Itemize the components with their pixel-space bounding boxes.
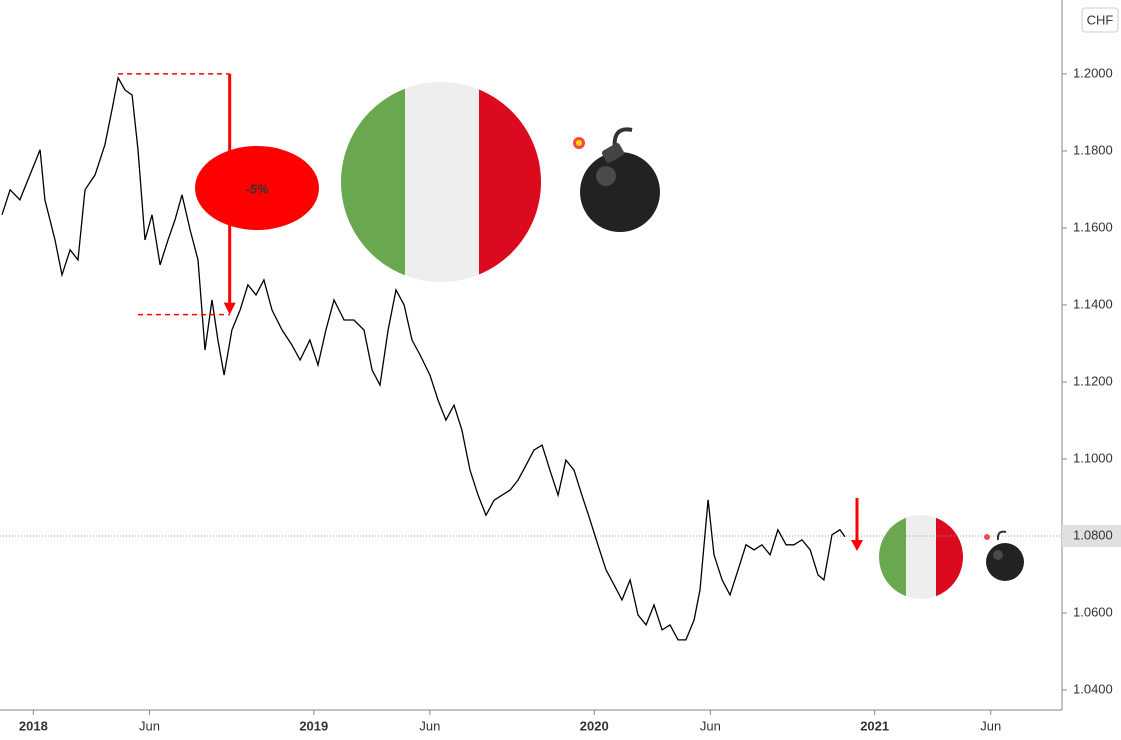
- y-tick-label: 1.1800: [1073, 142, 1113, 157]
- drop-badge: [195, 146, 319, 230]
- drop-arrow-head: [223, 302, 236, 315]
- italy-flag-small: [879, 515, 963, 599]
- bomb-icon-small: [984, 530, 1024, 581]
- bomb-icon-large: [573, 127, 660, 232]
- y-tick-label: 1.1200: [1073, 373, 1113, 388]
- y-tick-label: 1.0600: [1073, 604, 1113, 619]
- y-tick-label: 1.1400: [1073, 296, 1113, 311]
- x-tick-label: 2020: [580, 718, 609, 733]
- x-tick-label: Jun: [139, 718, 160, 733]
- x-tick-label: 2019: [299, 718, 328, 733]
- last-price-box: [1062, 524, 1121, 547]
- y-tick-label: 1.1000: [1073, 450, 1113, 465]
- price-line: [1, 75, 846, 641]
- italy-flag-large: [341, 82, 541, 282]
- y-tick-label: 1.0400: [1073, 681, 1113, 696]
- y-tick-label: 1.2000: [1073, 65, 1113, 80]
- x-tick-label: 2018: [19, 718, 48, 733]
- currency-label: CHF: [1087, 12, 1114, 27]
- currency-badge: [1081, 7, 1119, 33]
- x-tick-label: 2021: [860, 718, 889, 733]
- drop-label: -5%: [245, 181, 269, 196]
- y-tick-label: 1.1600: [1073, 219, 1113, 234]
- x-tick-label: Jun: [700, 718, 721, 733]
- last-price-label: 1.0800: [1073, 527, 1113, 542]
- x-tick-label: Jun: [980, 718, 1001, 733]
- x-tick-label: Jun: [419, 718, 440, 733]
- down-arrow-small: [851, 498, 863, 551]
